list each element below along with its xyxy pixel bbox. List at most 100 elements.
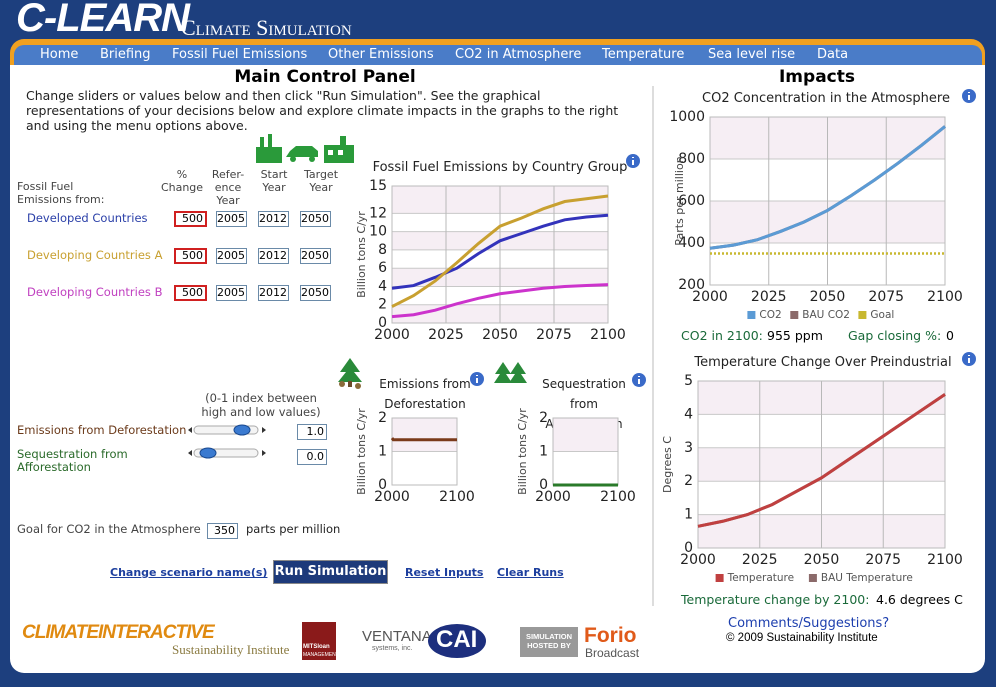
source-label: Fossil Fuel Emissions from: <box>17 180 105 206</box>
legend-label: CO2 <box>759 309 781 321</box>
plot-border <box>391 417 458 486</box>
impacts-title: Impacts <box>778 67 855 87</box>
y-tick-label: 1 <box>378 444 387 460</box>
goal-unit: parts per million <box>246 522 341 536</box>
y-tick-label: 0 <box>539 477 548 493</box>
input-box[interactable]: 2012 <box>258 285 289 301</box>
input-box[interactable]: 0.0 <box>297 449 327 465</box>
menu-item[interactable]: Other Emissions <box>328 47 434 62</box>
menu-item[interactable]: CO2 in Atmosphere <box>455 47 582 62</box>
y-tick-label: 2 <box>378 297 387 313</box>
column-header: Refer-ence Year <box>211 168 245 207</box>
x-tick-label: 2100 <box>439 489 475 505</box>
chart-title: CO2 Concentration in the Atmosphere <box>702 91 950 106</box>
link-button[interactable]: Reset Inputs <box>405 566 484 579</box>
menu-item[interactable]: Briefing <box>100 47 151 62</box>
sliders[interactable] <box>186 421 268 465</box>
y-tick-label: 12 <box>369 205 387 221</box>
x-tick-label: 2100 <box>927 552 963 568</box>
column-header: Start Year <box>260 168 288 194</box>
input-box[interactable]: 2005 <box>216 285 247 301</box>
logo: Forio <box>584 624 637 647</box>
app-subtitle: Climate Simulation <box>181 15 352 40</box>
y-tick-label: 200 <box>678 277 705 293</box>
y-tick-label: 5 <box>684 373 693 389</box>
series-line <box>391 194 609 308</box>
legend-swatch <box>808 574 817 582</box>
slider-label: Sequestration from Afforestation <box>17 447 128 474</box>
input-box[interactable]: 2050 <box>300 211 331 227</box>
legend-swatch <box>790 311 799 319</box>
logo: MITSloan <box>303 644 330 650</box>
input-box[interactable]: 2005 <box>216 211 247 227</box>
x-tick-label: 2075 <box>536 327 572 343</box>
input-box[interactable]: 350 <box>207 523 238 539</box>
y-tick-label: 6 <box>378 260 387 276</box>
copyright: © 2009 Sustainability Institute <box>726 632 878 644</box>
series-line <box>391 213 609 290</box>
chart-title: Fossil Fuel Emissions by Country Group <box>372 160 628 175</box>
tree-icons <box>338 358 527 389</box>
result-label: Gap closing %: <box>848 328 942 343</box>
row-label: Developed Countries <box>27 211 148 225</box>
legend-swatch <box>715 574 724 582</box>
x-tick-label: 2025 <box>742 552 778 568</box>
series-line <box>390 437 457 442</box>
y-axis-label: Degrees C <box>661 436 674 493</box>
y-tick-label: 1 <box>684 507 693 523</box>
x-tick-label: 2050 <box>482 327 518 343</box>
input-box[interactable]: 2012 <box>258 211 289 227</box>
run-button[interactable]: Run Simulation <box>273 560 388 584</box>
menu-item[interactable]: Fossil Fuel Emissions <box>172 47 308 62</box>
y-tick-label: 3 <box>684 440 693 456</box>
y-axis-label: Billion tons C/yr <box>516 408 529 495</box>
menu-item[interactable]: Data <box>817 47 849 62</box>
y-tick-label: 1 <box>539 444 548 460</box>
x-tick-label: 2025 <box>751 289 787 305</box>
logo-block <box>520 627 578 657</box>
y-tick-label: 8 <box>378 242 387 258</box>
input-box[interactable]: 2012 <box>258 248 289 264</box>
y-tick-label: 0 <box>684 540 693 556</box>
series-line <box>697 393 946 528</box>
logo-block <box>302 622 336 660</box>
y-tick-label: 15 <box>369 178 387 194</box>
slider-label: Emissions from Deforestation <box>17 423 187 437</box>
legend-swatch <box>747 311 756 319</box>
x-tick-label: 2075 <box>868 289 904 305</box>
input-box[interactable]: 1.0 <box>297 424 327 440</box>
legend-label: BAU Temperature <box>821 572 913 584</box>
legend-label: Goal <box>870 309 894 321</box>
column-header: % Change <box>160 168 204 194</box>
input-box[interactable]: 500 <box>174 285 207 301</box>
x-tick-label: 2000 <box>374 327 410 343</box>
link-button[interactable]: Clear Runs <box>497 566 564 579</box>
x-tick-label: 2025 <box>428 327 464 343</box>
comments-link[interactable]: Comments/Suggestions? <box>728 616 890 631</box>
link-button[interactable]: Change scenario name(s) <box>110 566 268 579</box>
input-box[interactable]: 2005 <box>216 248 247 264</box>
y-tick-label: 4 <box>684 406 693 422</box>
result-value: 955 ppm <box>767 328 823 343</box>
menu-item[interactable]: Temperature <box>602 47 685 62</box>
input-box[interactable]: 500 <box>174 248 207 264</box>
menu-item[interactable]: Home <box>40 47 79 62</box>
chart-title: Emissions from Deforestation <box>379 377 471 411</box>
x-tick-label: 2000 <box>374 489 410 505</box>
x-tick-label: 2100 <box>590 327 626 343</box>
y-tick-label: 800 <box>678 151 705 167</box>
input-box[interactable]: 2050 <box>300 248 331 264</box>
input-box[interactable]: 500 <box>174 211 207 227</box>
row-label: Developing Countries B <box>27 285 163 299</box>
divider <box>652 86 654 606</box>
menu-item[interactable]: Sea level rise <box>708 47 796 62</box>
logo: systems, inc. <box>372 645 413 652</box>
plot-border <box>697 380 946 549</box>
logo: CAI <box>436 626 478 653</box>
menu-bar <box>14 45 982 65</box>
legend-label: Temperature <box>727 572 795 584</box>
y-tick-label: 1000 <box>669 109 705 125</box>
input-box[interactable]: 2050 <box>300 285 331 301</box>
